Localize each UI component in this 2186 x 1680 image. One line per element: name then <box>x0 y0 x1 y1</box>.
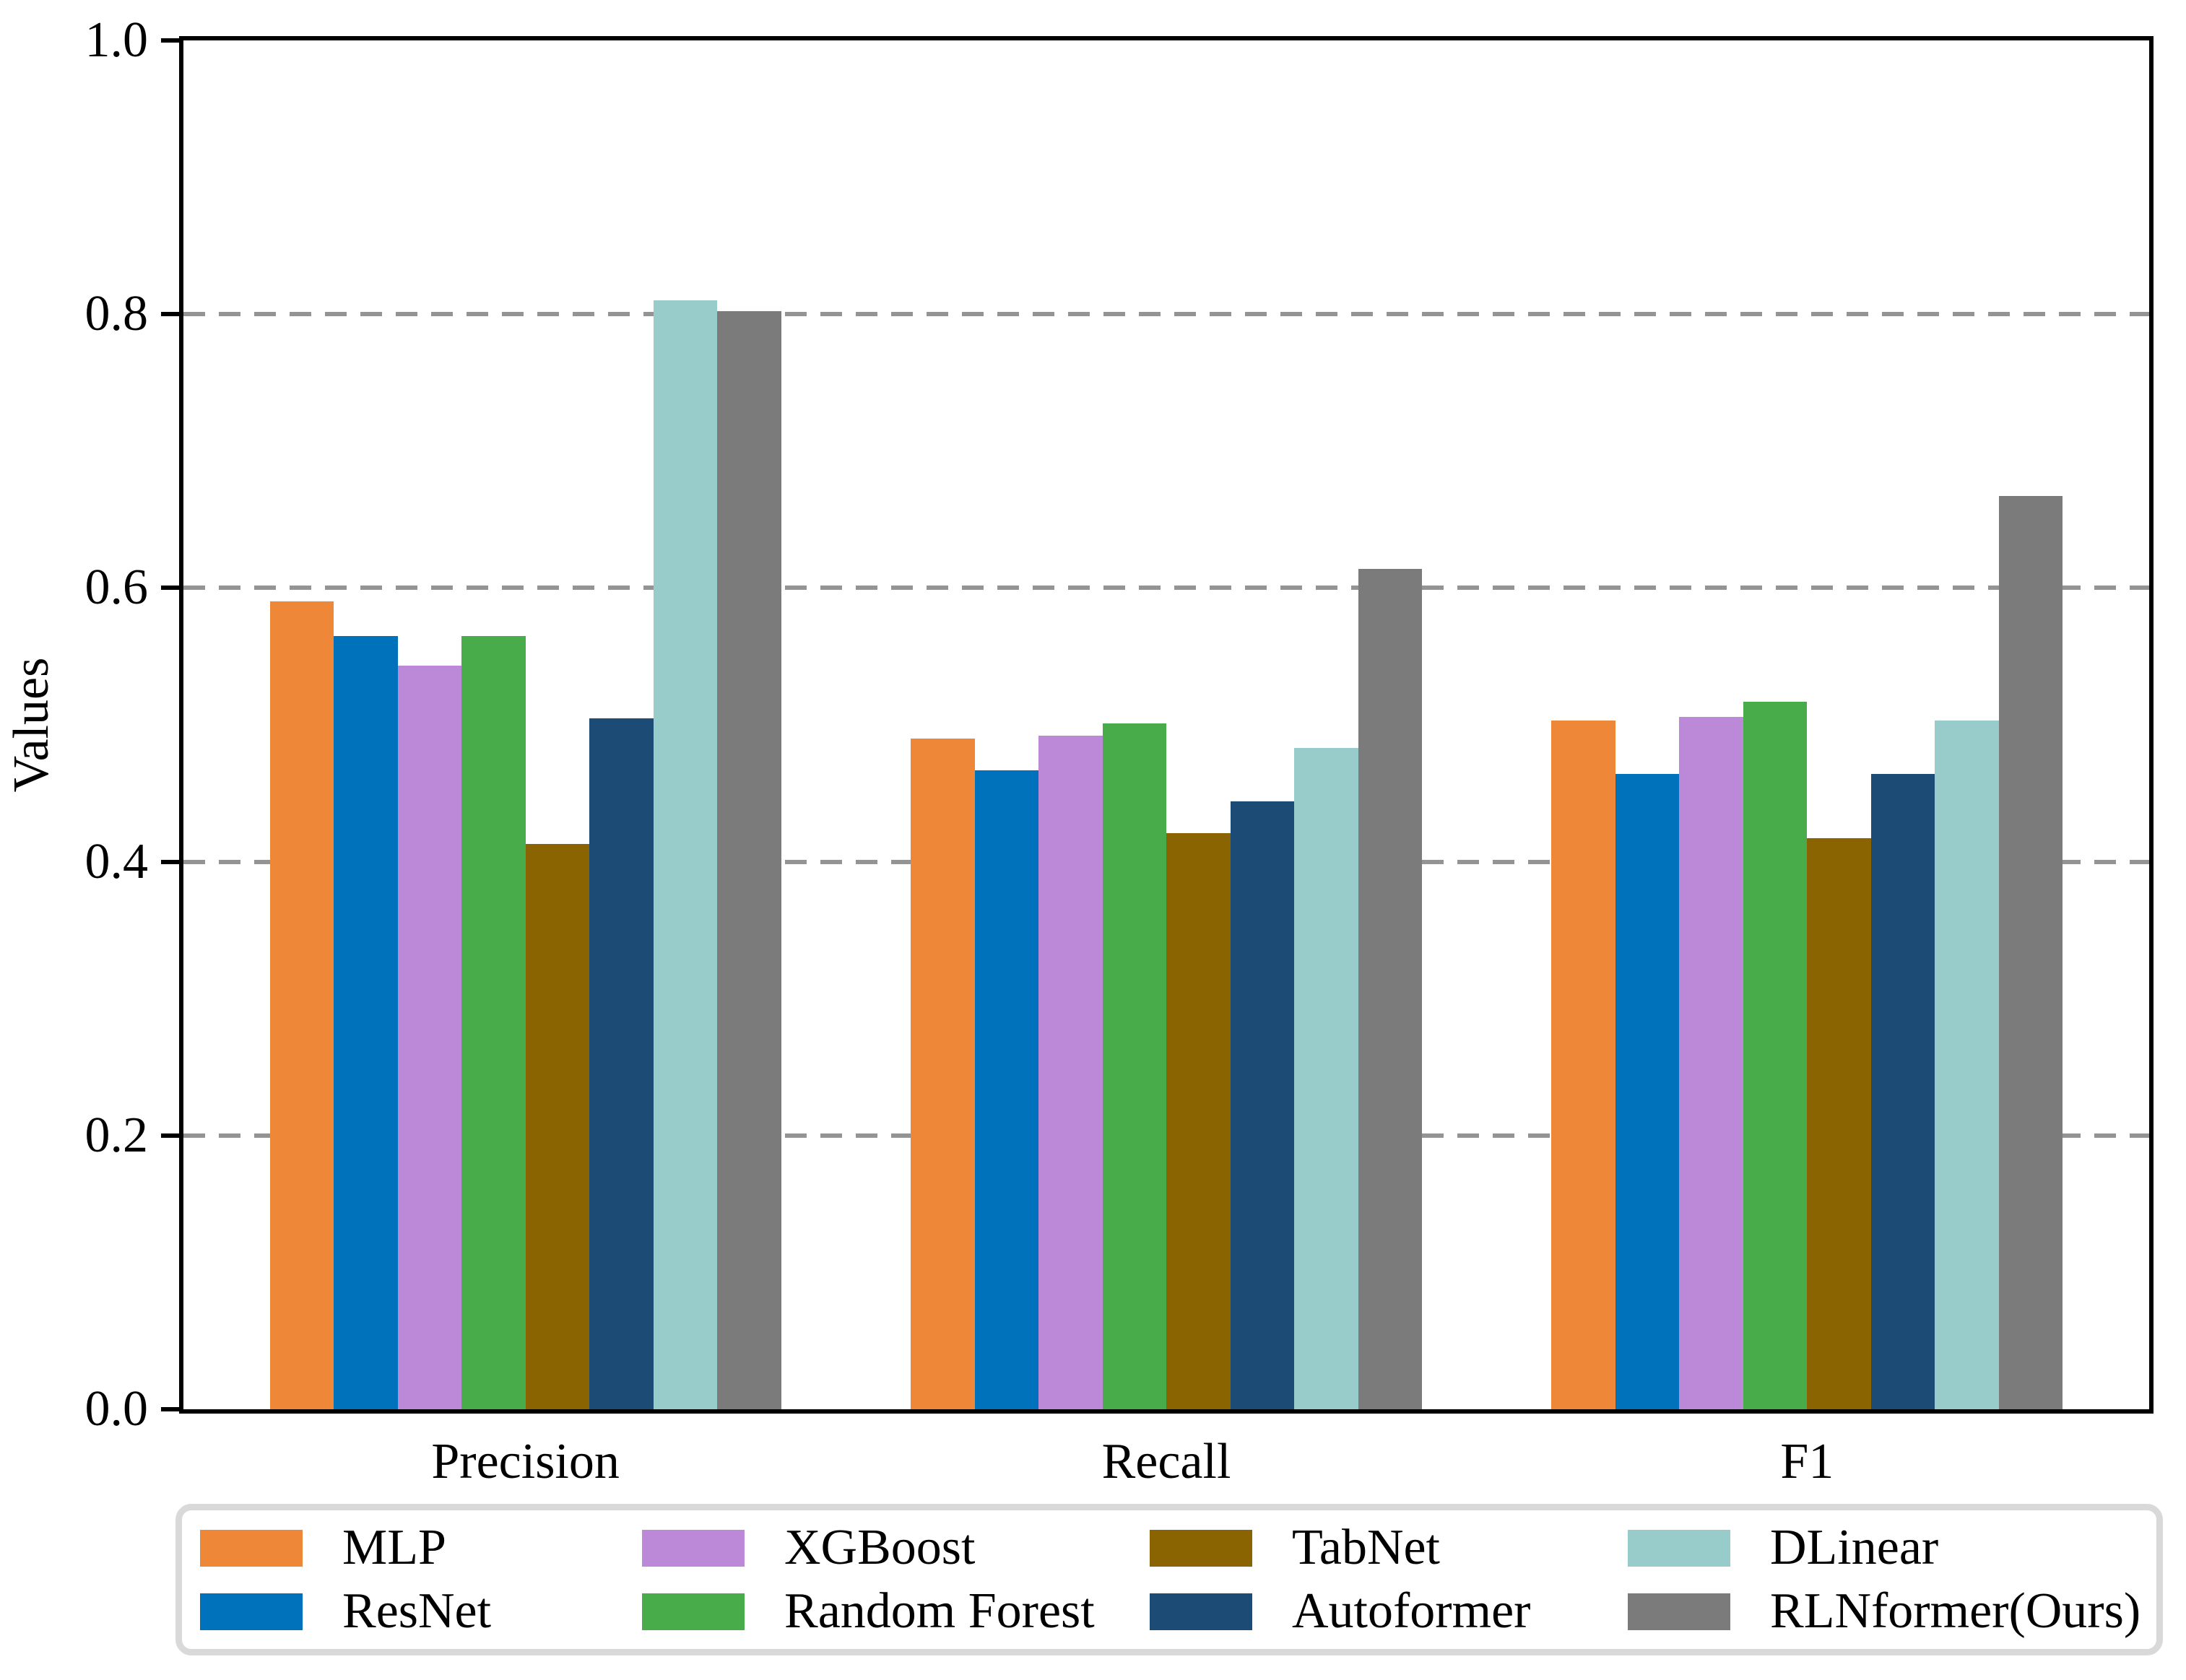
bar-recall-resnet <box>974 770 1038 1409</box>
x-tick-label-f1: F1 <box>1780 1434 1834 1489</box>
bar-precision-mlp <box>269 601 334 1409</box>
y-tick-mark-0.6 <box>161 586 179 591</box>
y-tick-label-0.6: 0.6 <box>84 560 149 616</box>
legend-item-resnet: ResNet <box>200 1583 642 1640</box>
bar-precision-xgboost <box>397 666 462 1409</box>
y-tick-mark-0.2 <box>161 1133 179 1138</box>
bar-precision-tabnet <box>525 843 590 1409</box>
bar-recall-autoformer <box>1230 801 1294 1409</box>
bar-precision-random-forest <box>461 635 526 1409</box>
legend-label: XGBoost <box>784 1520 976 1575</box>
bar-precision-dlinear <box>653 300 718 1409</box>
legend-label: ResNet <box>342 1583 492 1639</box>
bar-recall-tabnet <box>1166 832 1231 1409</box>
bar-f1-mlp <box>1551 721 1615 1409</box>
legend-label: MLP <box>342 1520 446 1575</box>
y-tick-label-0.4: 0.4 <box>84 833 149 889</box>
bar-recall-rlnformer-ours- <box>1358 568 1422 1409</box>
legend-item-dlinear: DLinear <box>1628 1519 2156 1577</box>
legend-swatch-icon <box>1628 1529 1730 1567</box>
legend: MLP ResNet XGBoost Random Forest TabNet Autof… <box>175 1504 2163 1655</box>
legend-label: TabNet <box>1292 1520 1441 1575</box>
bar-recall-dlinear <box>1294 748 1358 1409</box>
y-tick-label-0.8: 0.8 <box>84 286 149 342</box>
bar-recall-xgboost <box>1038 736 1103 1409</box>
x-tick-label-precision: Precision <box>431 1434 620 1489</box>
legend-swatch-icon <box>1628 1593 1730 1630</box>
legend-item-rlnformer-ours-: RLNformer(Ours) <box>1628 1583 2156 1640</box>
bar-recall-random-forest <box>1102 723 1166 1409</box>
x-tick-label-recall: Recall <box>1101 1434 1231 1489</box>
legend-item-mlp: MLP <box>200 1519 642 1577</box>
bar-f1-xgboost <box>1679 716 1743 1409</box>
y-tick-label-0.0: 0.0 <box>84 1381 149 1437</box>
legend-item-xgboost: XGBoost <box>642 1519 1150 1577</box>
gridline-0.8 <box>183 312 2149 317</box>
legend-label: RLNformer(Ours) <box>1770 1583 2141 1639</box>
legend-label: Random Forest <box>784 1583 1095 1639</box>
legend-item-tabnet: TabNet <box>1150 1519 1628 1577</box>
legend-swatch-icon <box>1150 1529 1252 1567</box>
y-tick-mark-0.0 <box>161 1407 179 1411</box>
bar-precision-rlnformer-ours- <box>717 311 781 1409</box>
legend-label: Autoformer <box>1292 1583 1531 1639</box>
legend-label: DLinear <box>1770 1520 1939 1575</box>
bar-recall-mlp <box>911 738 975 1409</box>
legend-swatch-icon <box>1150 1593 1252 1630</box>
bar-precision-autoformer <box>589 718 654 1409</box>
bar-f1-dlinear <box>1935 721 1999 1409</box>
legend-swatch-icon <box>200 1529 303 1567</box>
bar-f1-tabnet <box>1807 838 1871 1409</box>
y-tick-mark-1.0 <box>161 38 179 43</box>
legend-item-autoformer: Autoformer <box>1150 1583 1628 1640</box>
legend-item-random-forest: Random Forest <box>642 1583 1150 1640</box>
bar-f1-resnet <box>1615 774 1680 1409</box>
bar-f1-rlnformer-ours- <box>1998 496 2063 1409</box>
bar-precision-resnet <box>334 635 398 1409</box>
y-tick-label-1.0: 1.0 <box>84 12 149 68</box>
bar-f1-random-forest <box>1743 701 1808 1409</box>
legend-swatch-icon <box>200 1593 303 1630</box>
gridline-0.6 <box>183 586 2149 591</box>
y-tick-label-0.2: 0.2 <box>84 1107 149 1163</box>
y-axis-title: Values <box>4 657 59 793</box>
legend-swatch-icon <box>642 1593 745 1630</box>
legend-swatch-icon <box>642 1529 745 1567</box>
y-tick-mark-0.8 <box>161 312 179 317</box>
plot-area <box>179 36 2154 1414</box>
y-tick-mark-0.4 <box>161 859 179 864</box>
bar-f1-autoformer <box>1870 774 1935 1409</box>
